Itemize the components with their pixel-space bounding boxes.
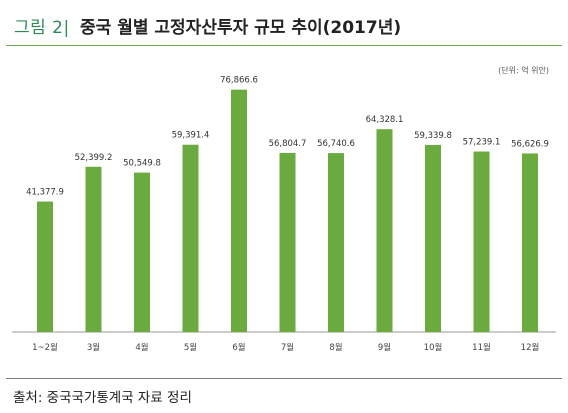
data-label: 64,328.1 [366,115,404,125]
data-label: 56,626.9 [511,139,549,149]
bar [85,166,102,332]
bar [279,152,296,332]
bar [231,89,247,332]
x-tick-label: 6월 [232,342,245,353]
x-tick-label: 8월 [329,342,342,353]
bar [522,153,538,332]
bar [425,144,441,332]
figure-label: 그림 2| [14,18,70,38]
x-tick-label: 1~2월 [32,342,58,353]
data-label: 59,339.8 [414,131,452,141]
data-label: 50,549.8 [123,159,161,169]
data-label: 56,740.6 [317,139,355,149]
bar-chart: (단위: 억 위안) 41,377.9 1~2월 52,399.2 3월 50,549.8… [12,65,556,353]
data-label: 57,239.1 [463,138,501,148]
chart-area: (단위: 억 위안) 41,377.9 1~2월 52,399.2 3월 50,549.8… [8,52,560,370]
x-tick-label: 5월 [184,342,197,353]
data-label: 76,866.6 [220,76,258,86]
figure-title: 중국 월별 고정자산투자 규모 추이(2017년) [80,18,402,38]
data-label: 59,391.4 [172,131,210,141]
bar [328,153,344,332]
bar [134,172,150,332]
bar [473,151,490,332]
x-tick-label: 12월 [521,342,540,353]
x-tick-label: 3월 [87,342,100,353]
bar [37,201,53,332]
data-label: 52,399.2 [75,153,113,163]
bar [376,129,393,332]
data-label: 56,804.7 [269,139,307,149]
x-tick-label: 4월 [135,342,148,353]
figure-header: 그림 2| 중국 월별 고정자산투자 규모 추이(2017년) [0,0,568,50]
data-label: 41,377.9 [26,188,64,198]
header-divider [6,45,562,46]
footer-divider [6,378,562,379]
bar [182,144,199,332]
x-tick-label: 11월 [472,342,491,353]
x-tick-label: 9월 [378,342,391,353]
x-tick-label: 10월 [424,342,443,353]
source-note: 출처: 중국국가통계국 자료 정리 [13,390,192,406]
x-tick-label: 7월 [281,342,294,353]
unit-note: (단위: 억 위안) [498,65,549,75]
